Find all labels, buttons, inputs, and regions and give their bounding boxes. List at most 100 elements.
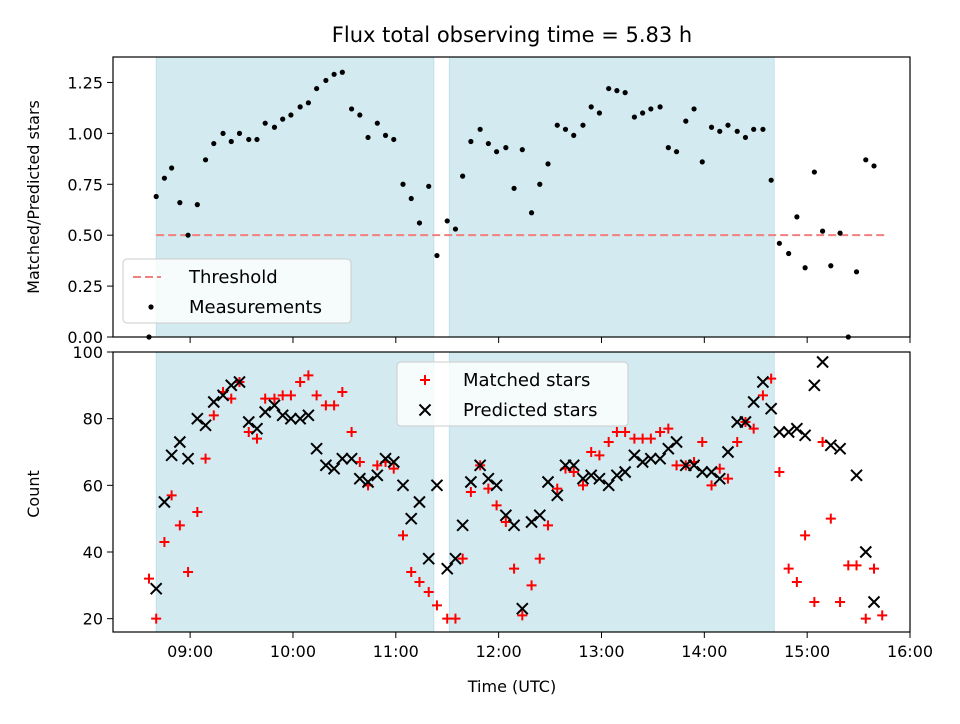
data-point	[430, 479, 444, 492]
top-y-axis-label: Matched/Predicted stars	[24, 100, 43, 294]
data-point	[200, 453, 211, 464]
data-point	[254, 136, 260, 143]
x-tick-label: 09:00	[167, 642, 213, 661]
data-point	[181, 452, 195, 465]
data-point	[853, 269, 860, 275]
data-point	[191, 412, 204, 425]
shaded-interval-1	[155, 351, 435, 633]
data-point	[161, 175, 168, 181]
data-point	[216, 389, 230, 402]
data-point	[262, 120, 268, 126]
data-point	[284, 412, 298, 425]
data-point	[517, 610, 528, 621]
data-point	[345, 452, 358, 465]
data-point	[722, 473, 733, 484]
data-point	[258, 405, 272, 419]
data-point	[400, 181, 406, 187]
data-point	[808, 379, 821, 392]
data-point	[391, 136, 397, 143]
data-point	[226, 393, 237, 404]
data-point	[337, 387, 348, 397]
data-point	[782, 425, 795, 439]
data-point	[562, 126, 569, 132]
data-point	[151, 613, 162, 624]
legend-swatch	[418, 403, 432, 417]
data-point	[644, 452, 658, 465]
data-point	[268, 399, 281, 412]
data-point	[473, 459, 487, 472]
data-point	[371, 469, 384, 482]
data-point	[406, 567, 417, 577]
data-point	[426, 183, 432, 189]
data-point	[319, 459, 333, 472]
data-point	[211, 140, 217, 147]
data-point	[490, 479, 503, 492]
data-point	[456, 519, 469, 532]
data-point	[225, 379, 238, 392]
data-point	[622, 90, 628, 96]
data-point	[444, 218, 450, 224]
data-point	[798, 429, 812, 442]
data-point	[537, 181, 543, 187]
data-point	[177, 200, 183, 206]
data-point	[357, 112, 363, 118]
data-point	[374, 120, 380, 126]
data-point	[202, 157, 209, 163]
axes-frame	[112, 56, 911, 338]
x-tick-label: 15:00	[784, 642, 830, 661]
y-tick-label: 80	[83, 410, 103, 429]
data-point	[405, 512, 418, 525]
y-tick-label: 0.00	[67, 328, 103, 347]
data-point	[416, 220, 423, 226]
data-point	[305, 100, 311, 106]
data-point	[790, 422, 804, 435]
data-point	[628, 449, 641, 462]
data-point	[228, 138, 234, 145]
data-point	[503, 145, 509, 151]
data-point	[493, 149, 500, 155]
data-point	[577, 480, 588, 491]
legend: Threshold Measurements	[122, 258, 352, 324]
y-tick-label: 100	[72, 343, 103, 362]
data-point	[449, 552, 462, 565]
data-point	[851, 560, 862, 571]
legend-label: Measurements	[189, 297, 322, 318]
data-point	[764, 402, 778, 415]
data-point	[670, 435, 683, 449]
legend-box	[396, 361, 629, 427]
data-point	[169, 165, 175, 171]
data-point	[802, 265, 808, 271]
data-point	[507, 519, 521, 532]
series-measurements	[146, 69, 877, 340]
data-point	[260, 393, 271, 404]
data-point	[500, 517, 511, 527]
data-point	[311, 390, 322, 401]
data-point	[243, 427, 254, 437]
data-point	[185, 232, 191, 238]
data-point	[751, 126, 757, 132]
data-point	[871, 163, 877, 169]
legend-label: Predicted stars	[463, 400, 597, 421]
data-point	[568, 467, 579, 477]
data-point	[618, 465, 632, 479]
data-point	[747, 395, 760, 409]
data-point	[482, 472, 495, 485]
data-point	[662, 442, 675, 455]
bottom-y-axis-label: Count	[24, 470, 43, 518]
data-point	[645, 433, 656, 444]
data-point	[251, 433, 262, 444]
data-point	[336, 452, 349, 465]
legend: Matched stars Predicted stars	[396, 361, 629, 427]
x-tick-label: 11:00	[373, 642, 419, 661]
y-tick-label: 60	[83, 476, 103, 495]
data-point	[408, 195, 414, 202]
data-point	[220, 130, 226, 136]
data-point	[640, 110, 646, 116]
data-point	[329, 400, 340, 411]
data-point	[554, 122, 560, 128]
data-point	[665, 145, 671, 151]
data-point	[833, 442, 847, 455]
data-point	[276, 409, 289, 422]
data-point	[528, 210, 535, 216]
